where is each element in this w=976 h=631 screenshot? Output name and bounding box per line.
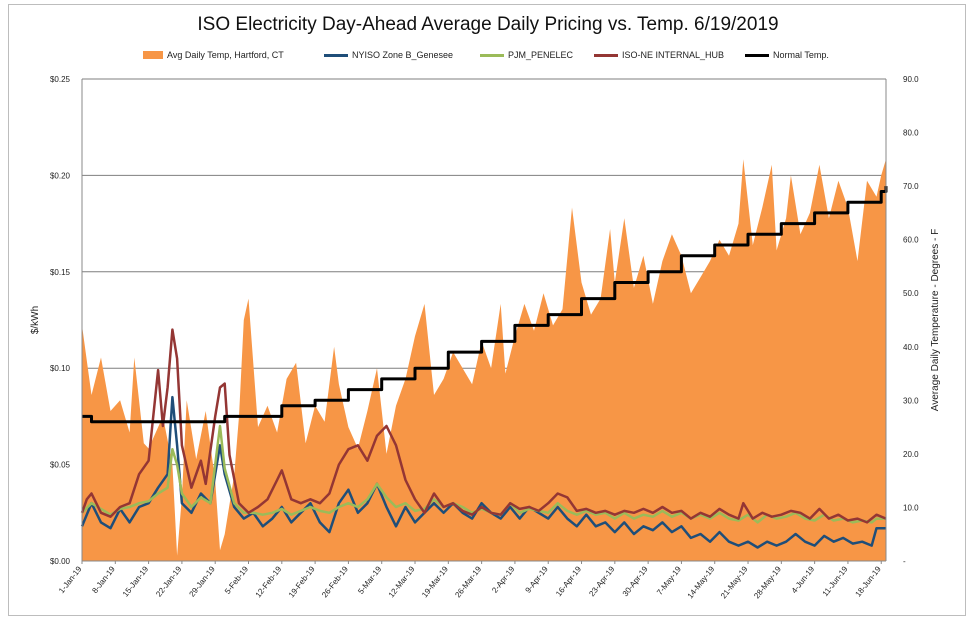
legend-swatch-pjm	[480, 53, 504, 57]
x-tick-label: 29-Jan-19	[188, 564, 218, 598]
price-lines-layer	[80, 186, 888, 549]
y2-tick-label: 80.0	[903, 129, 919, 138]
y2-tick-label: 60.0	[903, 236, 919, 245]
x-tick-label: 2-Apr-19	[490, 564, 517, 595]
x-tick-label: 5-Mar-19	[356, 564, 383, 596]
y2-tick-label: 40.0	[903, 343, 919, 352]
x-tick-label: 15-Jan-19	[121, 564, 151, 598]
y2-tick-label: 50.0	[903, 289, 919, 298]
x-tick-label: 9-Apr-19	[524, 564, 551, 595]
y-axis-label: $/kWh	[30, 306, 41, 334]
x-tick-label: 30-Apr-19	[621, 564, 650, 598]
temp-area-layer	[82, 159, 886, 562]
legend-label-isone: ISO-NE INTERNAL_HUB	[622, 50, 725, 60]
x-tick-label: 5-Feb-19	[223, 564, 250, 596]
y2-tick-label: 30.0	[903, 396, 919, 405]
axes	[81, 78, 887, 564]
legend-label-pjm: PJM_PENELEC	[508, 50, 574, 60]
x-tick-label: 21-May-19	[719, 564, 750, 600]
legend-item-temp: Avg Daily Temp, Hartford, CT	[143, 46, 284, 64]
legend-item-normal: Normal Temp.	[745, 46, 829, 64]
y-tick-label: $0.00	[50, 557, 71, 566]
y2-tick-label: 90.0	[903, 75, 919, 84]
y2-tick-label: 10.0	[903, 503, 919, 512]
legend-label-nyiso: NYISO Zone B_Genesee	[352, 50, 454, 60]
legend-label-temp: Avg Daily Temp, Hartford, CT	[167, 50, 284, 60]
y-tick-label: $0.25	[50, 75, 71, 84]
x-tick-label: 8-Jan-19	[90, 564, 117, 595]
x-tick-label: 11-Jun-19	[821, 564, 850, 598]
series-line-3	[80, 328, 887, 524]
legend-swatch-nyiso	[324, 53, 348, 57]
x-tick-label: 14-May-19	[686, 564, 717, 600]
y2-tick-label: 20.0	[903, 450, 919, 459]
legend-swatch-isone	[594, 53, 618, 57]
series-temp-area	[82, 159, 886, 562]
x-tick-label: 23-Apr-19	[587, 564, 616, 598]
x-tick-label: 7-May-19	[655, 564, 683, 597]
legend-swatch-temp	[143, 51, 163, 59]
legend-item-pjm: PJM_PENELEC	[480, 46, 573, 64]
y2-axis-label: Average Daily Temperature - Degrees - F	[930, 229, 941, 412]
x-tick-label: 26-Mar-19	[453, 564, 483, 599]
x-tick-label: 26-Feb-19	[320, 564, 350, 599]
x-tick-label: 28-May-19	[752, 564, 783, 600]
y-tick-label: $0.20	[50, 171, 71, 180]
y2-tick-label: 70.0	[903, 182, 919, 191]
chart-legend: Avg Daily Temp, Hartford, CT NYISO Zone …	[0, 46, 976, 64]
x-tick-label: 1-Jan-19	[57, 564, 84, 595]
x-tick-label: 22-Jan-19	[154, 564, 184, 598]
y-tick-label: $0.05	[50, 461, 71, 470]
x-tick-label: 19-Mar-19	[420, 564, 450, 599]
legend-label-normal: Normal Temp.	[773, 50, 829, 60]
x-tick-label: 18-Jun-19	[854, 564, 884, 598]
legend-swatch-normal	[745, 53, 769, 57]
y-tick-label: $0.15	[50, 268, 71, 277]
legend-item-isone: ISO-NE INTERNAL_HUB	[594, 46, 724, 64]
chart-title: ISO Electricity Day-Ahead Average Daily …	[197, 14, 779, 35]
series-line-4	[82, 186, 888, 424]
legend-item-nyiso: NYISO Zone B_Genesee	[324, 46, 453, 64]
x-tick-label: 12-Mar-19	[387, 564, 417, 599]
y-tick-label: $0.10	[50, 364, 71, 373]
y2-tick-label: -	[903, 557, 906, 566]
x-tick-label: 16-Apr-19	[554, 564, 583, 598]
x-tick-label: 19-Feb-19	[287, 564, 317, 599]
x-tick-label: 12-Feb-19	[254, 564, 284, 599]
x-tick-label: 4-Jun-19	[790, 564, 817, 595]
